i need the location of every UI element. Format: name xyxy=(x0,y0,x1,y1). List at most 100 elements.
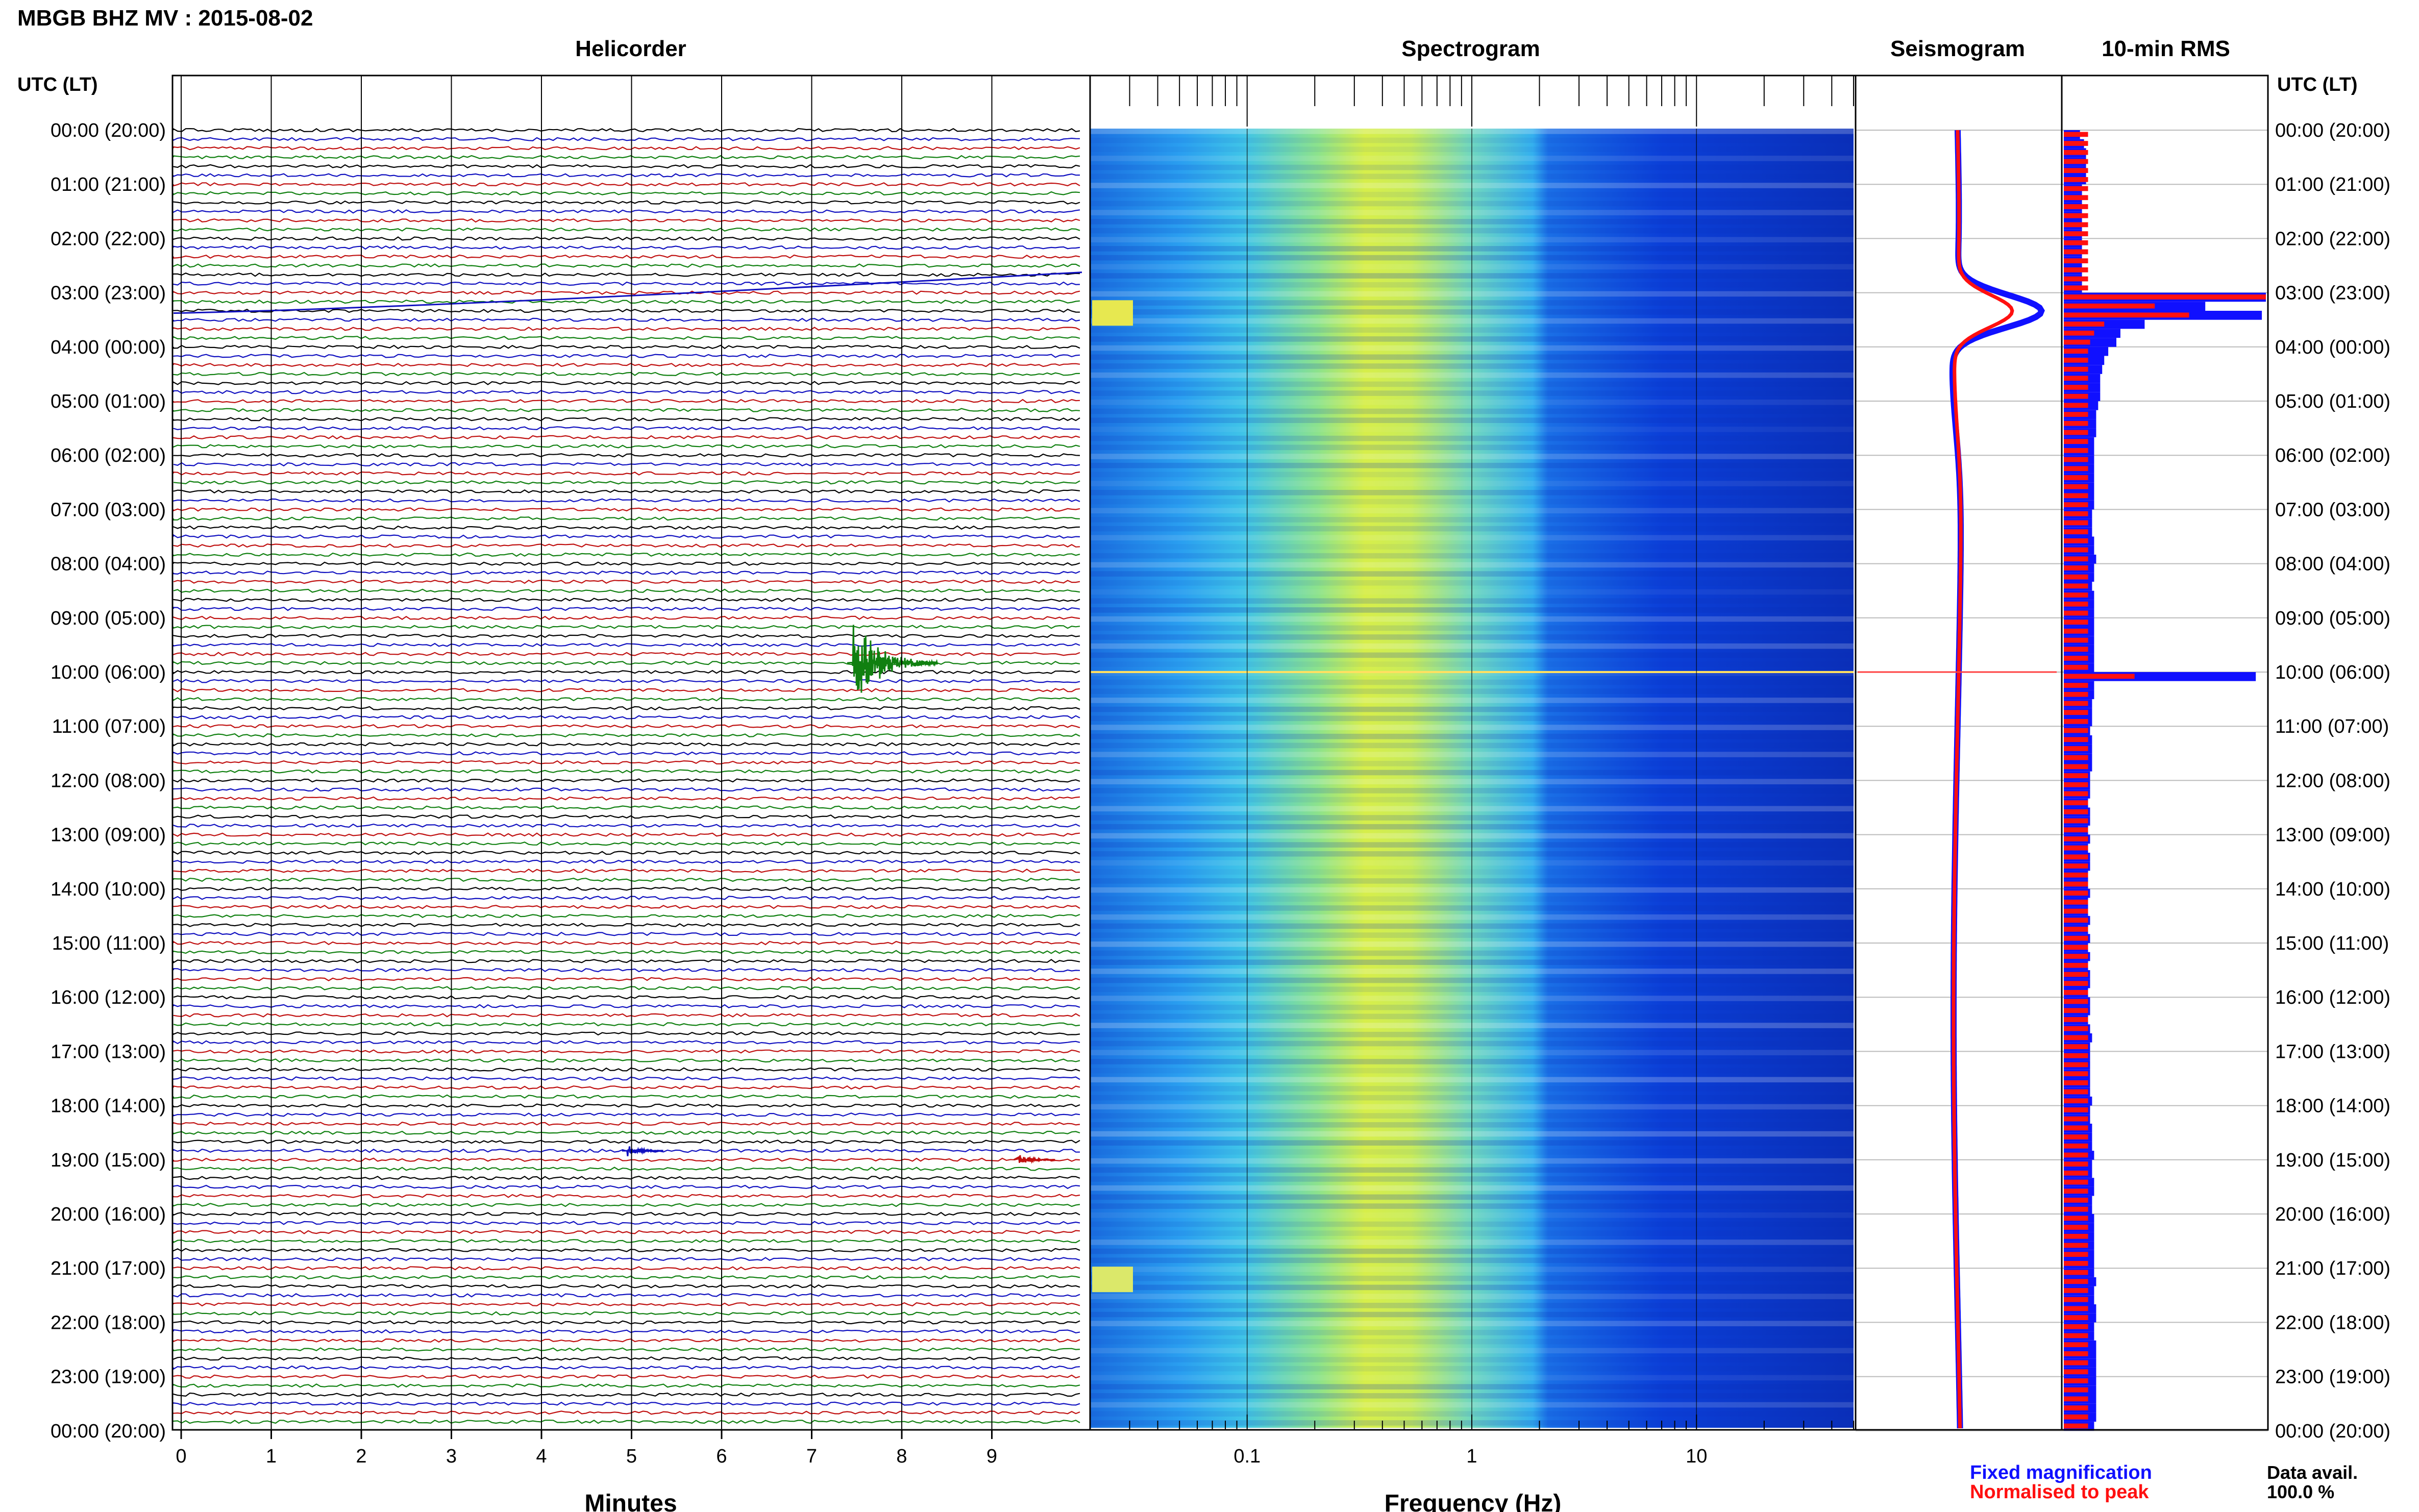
rms-bar-normalised xyxy=(2064,1378,2088,1383)
rms-bar-normalised xyxy=(2064,1387,2088,1393)
rms-bar-normalised xyxy=(2064,420,2088,426)
helicorder-trace xyxy=(172,859,1080,864)
minute-tick-label: 8 xyxy=(896,1446,907,1467)
helicorder-trace xyxy=(172,218,1080,223)
helicorder-trace xyxy=(172,516,1080,521)
helicorder-minute-grid xyxy=(181,76,993,1430)
time-label: 19:00 (15:00) xyxy=(51,1150,166,1171)
rms-bar-normalised xyxy=(2064,222,2088,228)
helicorder-trace xyxy=(172,1302,1080,1307)
helicorder-trace xyxy=(172,317,1080,322)
time-label: 03:00 (23:00) xyxy=(51,283,166,304)
helicorder-trace xyxy=(172,362,1080,367)
helicorder-trace xyxy=(172,850,1080,855)
helicorder-trace xyxy=(172,182,1080,187)
minutes-axis: 0 1 2 3 4 5 6 7 8 9 xyxy=(176,1430,997,1467)
rms-bar-normalised xyxy=(2064,204,2088,209)
seismogram-normalised-curve xyxy=(1952,130,2014,1429)
time-label: 22:00 (18:00) xyxy=(2275,1312,2390,1333)
minute-tick-label: 2 xyxy=(356,1446,366,1467)
legend-normalised-to-peak: Normalised to peak xyxy=(1970,1481,2149,1503)
rms-bar-normalised xyxy=(2064,276,2088,282)
helicorder-trace xyxy=(172,1167,1080,1171)
rms-bar-normalised xyxy=(2064,312,2189,318)
rms-bar-normalised xyxy=(2064,1152,2088,1158)
rms-bar-normalised xyxy=(2064,520,2088,526)
helicorder-trace xyxy=(172,128,1080,133)
time-label: 05:00 (01:00) xyxy=(51,391,166,412)
helicorder-trace xyxy=(172,371,1080,377)
time-label: 00:00 (20:00) xyxy=(2275,1421,2390,1442)
rms-bar-normalised xyxy=(2064,1225,2088,1230)
helicorder-trace xyxy=(172,354,1080,358)
rms-bar-normalised xyxy=(2064,1179,2088,1185)
minutes-axis-label: Minutes xyxy=(584,1490,677,1512)
rms-bar-normalised xyxy=(2064,231,2088,236)
helicorder-trace xyxy=(172,327,1080,331)
rms-bar-normalised xyxy=(2064,755,2088,760)
rms-bar-normalised xyxy=(2064,484,2088,489)
rms-bar-normalised xyxy=(2064,258,2088,263)
rms-bar-normalised xyxy=(2064,1098,2088,1104)
spectrogram-freq-ticks: 0.1 1 10 xyxy=(1090,76,1854,1467)
spectrogram-lowfreq-burst xyxy=(1092,300,1133,326)
rms-bar-normalised xyxy=(2064,927,2088,932)
rms-bar-normalised xyxy=(2064,339,2090,345)
helicorder-trace xyxy=(172,1230,1080,1234)
rms-bar-normalised xyxy=(2064,664,2088,670)
rms-bar-normalised xyxy=(2064,430,2088,435)
rms-bar-normalised xyxy=(2064,1071,2088,1076)
time-label: 11:00 (07:00) xyxy=(2275,716,2389,737)
rms-bar-normalised xyxy=(2064,1306,2088,1311)
helicorder-trace xyxy=(172,1266,1080,1271)
helicorder-trace xyxy=(172,498,1080,503)
rms-bar-normalised xyxy=(2064,1423,2088,1429)
time-label: 05:00 (01:00) xyxy=(2275,391,2390,412)
helicorder-trace xyxy=(172,1058,1080,1063)
helicorder-trace xyxy=(172,959,1080,964)
helicorder-trace xyxy=(172,1211,1080,1217)
rms-bar-normalised xyxy=(2064,493,2088,499)
time-label: 14:00 (10:00) xyxy=(2275,879,2390,900)
time-labels-right: 00:00 (20:00) 01:00 (21:00) 02:00 (22:00) 0… xyxy=(2275,120,2390,1442)
helicorder-trace xyxy=(172,625,1080,629)
rms-bar-normalised xyxy=(2064,349,2088,354)
rms-bar-normalised xyxy=(2064,962,2088,968)
helicorder-trace xyxy=(173,579,1080,584)
helicorder-trace xyxy=(172,923,1080,927)
rms-bar-normalised xyxy=(2064,854,2088,860)
rms-bar-normalised xyxy=(2064,981,2088,986)
helicorder-trace xyxy=(172,164,1080,168)
rms-bar-normalised xyxy=(2064,782,2088,787)
rms-bar-normalised xyxy=(2064,393,2088,399)
rms-bar-normalised xyxy=(2064,294,2266,300)
rms-bar-normalised xyxy=(2064,132,2088,137)
helicorder-trace xyxy=(172,1293,1080,1298)
rms-bar-normalised xyxy=(2064,1243,2088,1248)
rms-bar-normalised xyxy=(2064,719,2088,724)
rms-bar-normalised xyxy=(2064,954,2088,959)
helicorder-trace xyxy=(172,227,1080,232)
time-label: 15:00 (11:00) xyxy=(52,933,166,954)
helicorder-trace xyxy=(172,1103,1080,1108)
data-avail-label: Data avail. xyxy=(2267,1462,2358,1483)
helicorder-trace xyxy=(172,1248,1080,1252)
rms-bar-normalised xyxy=(2064,1026,2088,1031)
helicorder-trace xyxy=(172,561,1080,566)
rms-bar-normalised xyxy=(2064,538,2088,543)
rms-bar-normalised xyxy=(2064,1125,2088,1131)
rms-bar-normalised xyxy=(2064,827,2088,833)
rms-bar-normalised xyxy=(2064,863,2088,869)
helicorder-trace xyxy=(172,1067,1080,1072)
rms-bar-normalised xyxy=(2064,1288,2088,1293)
rms-bar-normalised xyxy=(2064,195,2088,201)
rms-bar-normalised xyxy=(2064,1206,2088,1212)
time-label: 20:00 (16:00) xyxy=(2275,1204,2390,1225)
time-label: 07:00 (03:00) xyxy=(51,499,166,520)
rms-bar-normalised xyxy=(2064,999,2088,1004)
time-label: 03:00 (23:00) xyxy=(2275,283,2390,304)
rms-title: 10-min RMS xyxy=(2102,36,2230,61)
rms-bar-normalised xyxy=(2064,908,2088,914)
rms-bar-normalised xyxy=(2064,737,2088,742)
rms-bar-normalised xyxy=(2064,674,2135,679)
